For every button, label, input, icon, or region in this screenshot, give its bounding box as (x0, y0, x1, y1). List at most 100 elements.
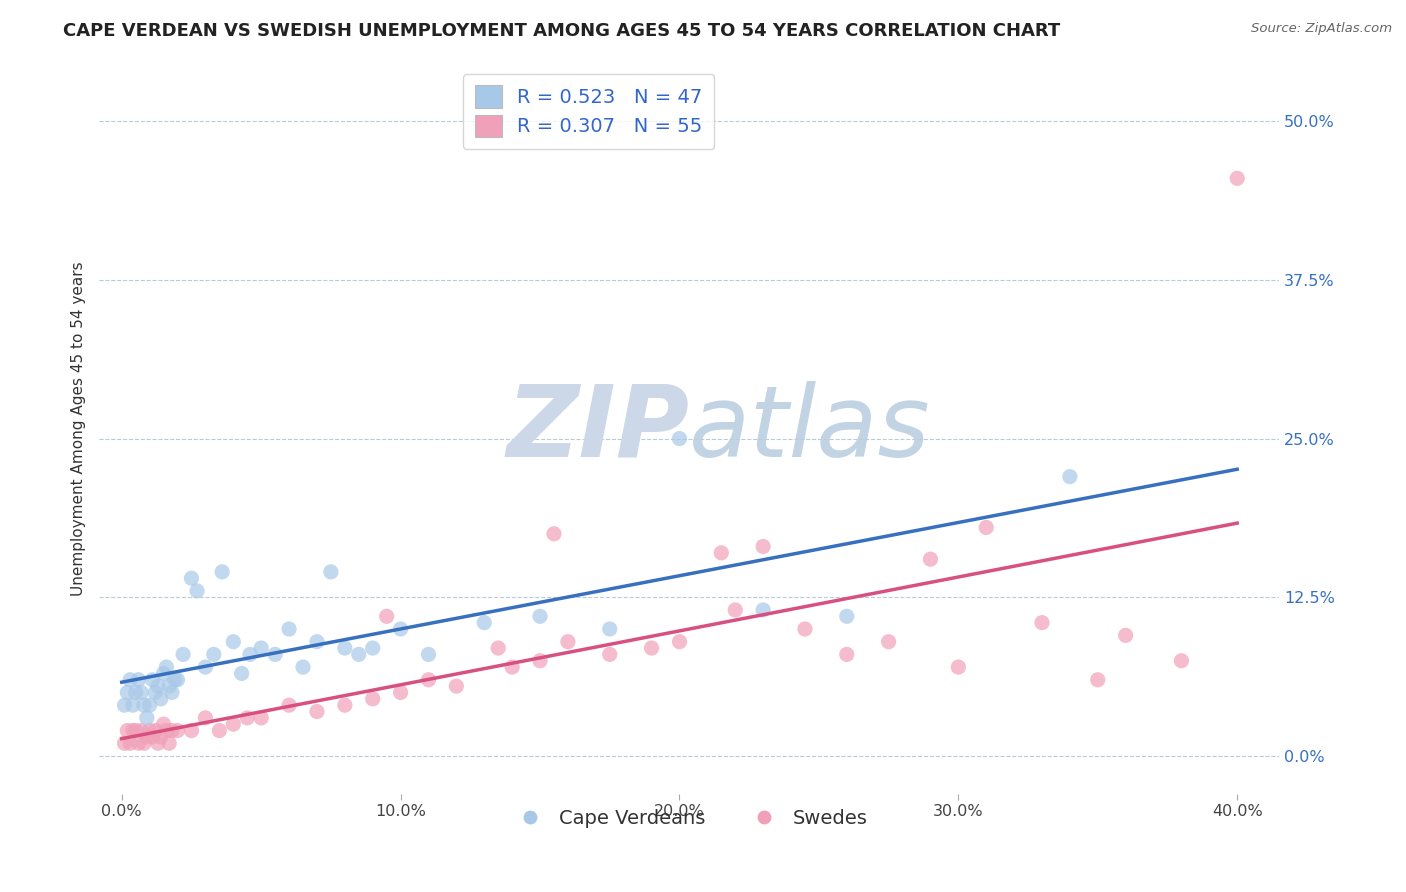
Point (132, 736, 155, 750)
Point (640, 641, 662, 656)
Point (135, 711, 157, 725)
Point (129, 723, 152, 738)
Point (155, 723, 177, 738)
Point (710, 546, 733, 560)
Point (333, 698, 356, 713)
Point (120, 736, 142, 750)
Point (418, 648, 440, 662)
Point (599, 648, 621, 662)
Point (418, 673, 440, 687)
Point (155, 660, 177, 674)
Point (122, 723, 145, 738)
Point (278, 622, 301, 636)
Point (239, 648, 262, 662)
Point (250, 711, 273, 725)
Point (127, 736, 149, 750)
Point (222, 717, 245, 731)
Point (202, 648, 225, 662)
Point (361, 691, 384, 706)
Point (186, 583, 208, 598)
Point (877, 634, 900, 648)
Point (125, 723, 148, 738)
Point (152, 666, 174, 681)
Point (668, 432, 690, 446)
Text: ZIP: ZIP (506, 381, 689, 477)
Point (138, 698, 160, 713)
Point (222, 634, 245, 648)
Text: atlas: atlas (689, 381, 931, 477)
Point (543, 526, 565, 541)
Point (132, 698, 155, 713)
Point (599, 622, 621, 636)
Point (231, 666, 253, 681)
Point (974, 520, 997, 534)
Point (122, 698, 145, 713)
Point (114, 698, 136, 713)
Point (160, 723, 183, 738)
Point (120, 673, 142, 687)
Point (752, 603, 775, 617)
Point (194, 711, 217, 725)
Text: Source: ZipAtlas.com: Source: ZipAtlas.com (1251, 22, 1392, 36)
Point (236, 711, 259, 725)
Point (835, 648, 858, 662)
Point (305, 634, 328, 648)
Point (149, 730, 172, 744)
Point (149, 691, 172, 706)
Point (1170, 654, 1192, 668)
Point (375, 609, 398, 624)
Point (361, 641, 384, 656)
Point (264, 648, 287, 662)
Point (724, 603, 747, 617)
Point (125, 685, 148, 699)
Point (141, 673, 163, 687)
Point (157, 679, 180, 693)
Point (389, 622, 412, 636)
Point (948, 660, 970, 674)
Point (347, 648, 370, 662)
Point (129, 685, 152, 699)
Point (333, 641, 356, 656)
Point (160, 685, 183, 699)
Point (794, 622, 817, 636)
Point (172, 648, 194, 662)
Text: CAPE VERDEAN VS SWEDISH UNEMPLOYMENT AMONG AGES 45 TO 54 YEARS CORRELATION CHART: CAPE VERDEAN VS SWEDISH UNEMPLOYMENT AMO… (63, 22, 1060, 40)
Point (146, 736, 169, 750)
Legend: Cape Verdeans, Swedes: Cape Verdeans, Swedes (503, 801, 876, 836)
Point (668, 634, 690, 648)
Point (446, 679, 468, 693)
Point (529, 654, 551, 668)
Point (180, 571, 202, 585)
Point (141, 730, 163, 744)
Point (117, 723, 139, 738)
Point (250, 641, 273, 656)
Point (305, 705, 328, 719)
Point (166, 673, 188, 687)
Point (1226, 171, 1249, 186)
Point (501, 660, 523, 674)
Point (319, 565, 342, 579)
Point (1087, 673, 1109, 687)
Point (389, 685, 412, 699)
Point (1059, 469, 1081, 483)
Point (152, 717, 174, 731)
Point (920, 552, 942, 566)
Point (752, 540, 775, 554)
Point (146, 679, 169, 693)
Point (557, 634, 579, 648)
Point (208, 723, 231, 738)
Point (127, 673, 149, 687)
Point (143, 685, 166, 699)
Point (163, 673, 186, 687)
Point (835, 609, 858, 624)
Point (157, 736, 180, 750)
Point (117, 685, 139, 699)
Point (138, 723, 160, 738)
Point (1031, 615, 1053, 630)
Point (180, 723, 202, 738)
Point (529, 609, 551, 624)
Point (166, 723, 188, 738)
Y-axis label: Unemployment Among Ages 45 to 54 years: Unemployment Among Ages 45 to 54 years (72, 261, 86, 597)
Point (472, 615, 495, 630)
Point (194, 660, 217, 674)
